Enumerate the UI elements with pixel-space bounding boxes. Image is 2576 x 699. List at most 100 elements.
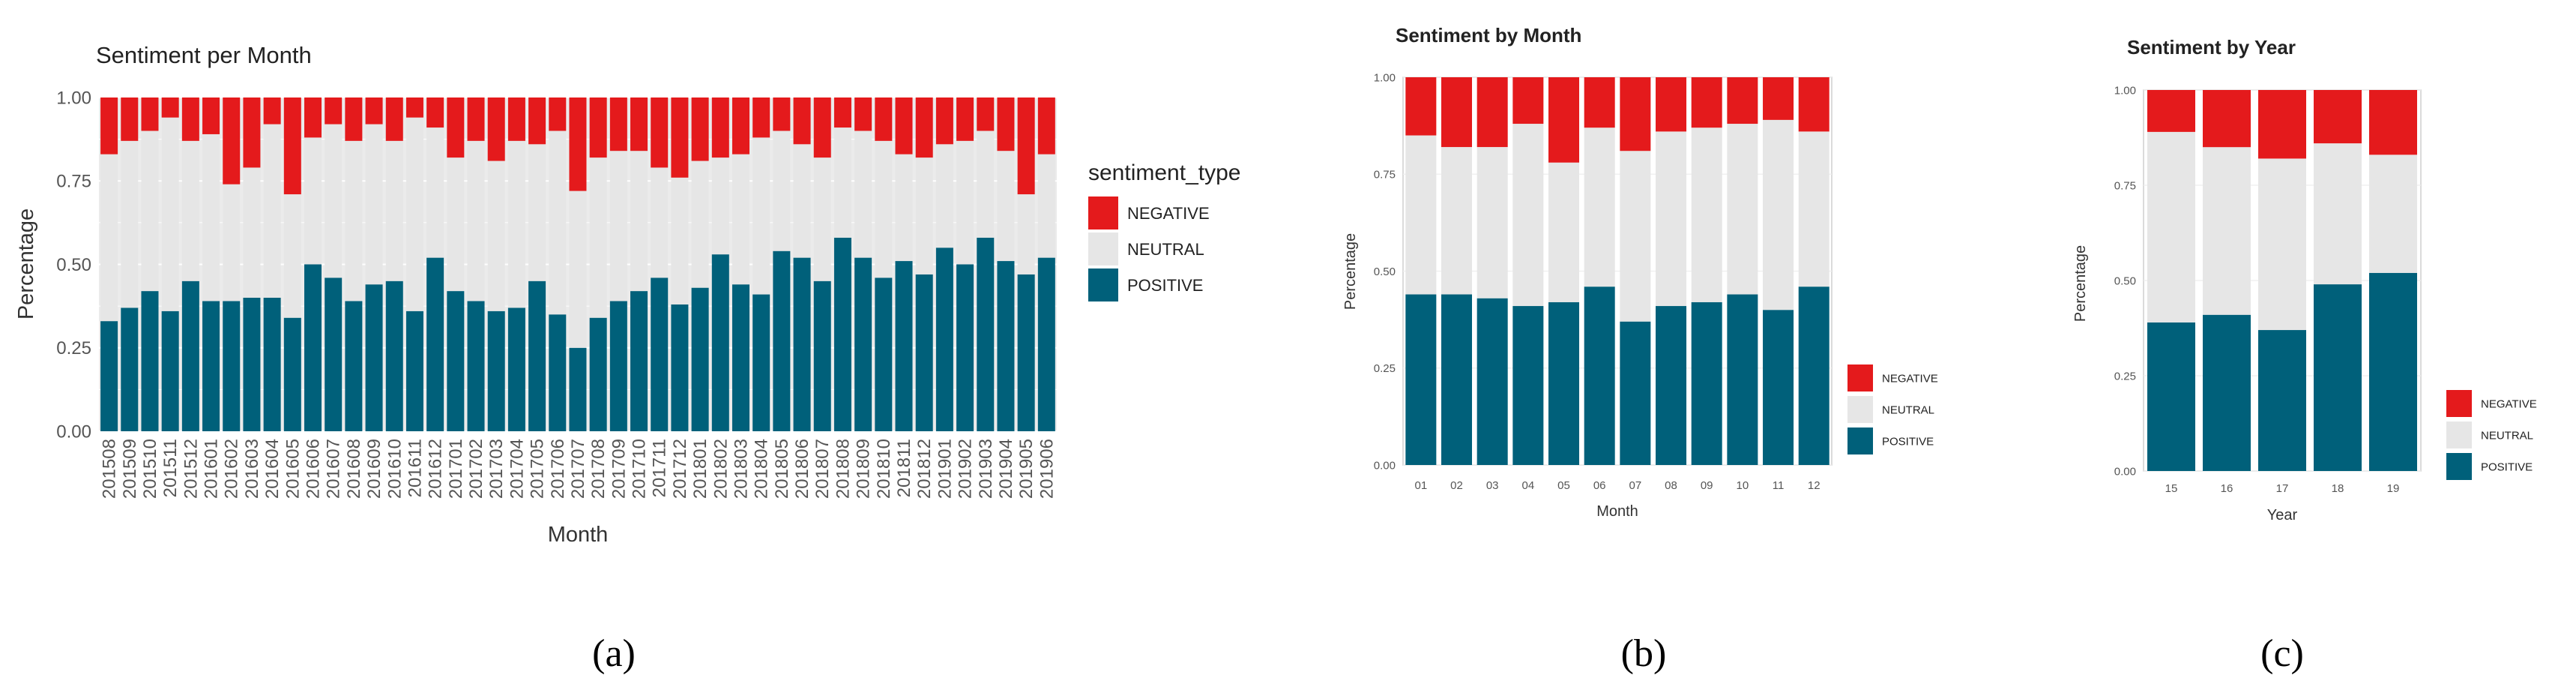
x-tick-label: 04 — [1522, 479, 1535, 492]
bar-positive-01 — [1405, 294, 1437, 465]
bar-negative-201812 — [915, 98, 933, 158]
bar-positive-201706 — [549, 314, 567, 431]
y-tick-label: 0.25 — [56, 338, 91, 358]
bar-negative-16 — [2203, 90, 2251, 148]
bar-neutral-05 — [1548, 162, 1580, 302]
bar-positive-201805 — [773, 250, 791, 431]
legend-label-positive: POSITIVE — [2481, 460, 2533, 473]
bar-neutral-201508 — [100, 154, 118, 322]
bar-positive-201803 — [732, 284, 749, 431]
bar-negative-201902 — [956, 98, 974, 141]
bar-positive-201806 — [793, 257, 811, 431]
bar-positive-201701 — [447, 291, 465, 431]
bar-positive-201708 — [589, 317, 607, 431]
y-tick-label: 1.00 — [1374, 71, 1396, 84]
x-tick-label: 07 — [1629, 479, 1642, 492]
bar-neutral-07 — [1620, 151, 1651, 322]
bar-positive-18 — [2314, 284, 2362, 471]
legend-label-positive: POSITIVE — [1882, 435, 1934, 448]
panel-label: (b) — [1621, 632, 1667, 675]
bar-neutral-201812 — [915, 158, 933, 274]
bar-negative-201904 — [997, 98, 1015, 152]
bar-negative-01 — [1405, 77, 1437, 136]
bar-negative-201511 — [161, 98, 179, 118]
bar-negative-201603 — [243, 98, 261, 168]
y-axis-label: Percentage — [14, 208, 38, 320]
bar-neutral-12 — [1798, 131, 1830, 287]
bar-positive-201611 — [405, 310, 423, 431]
bar-positive-201703 — [487, 310, 505, 431]
bar-negative-201811 — [895, 98, 913, 154]
x-tick-label: 201810 — [874, 439, 894, 499]
bar-negative-201807 — [813, 98, 831, 158]
bar-positive-201906 — [1037, 257, 1055, 431]
legend-swatch-positive — [1088, 268, 1118, 302]
x-tick-label: 201711 — [650, 439, 670, 497]
x-tick-label: 201510 — [140, 439, 160, 499]
bar-neutral-09 — [1691, 128, 1722, 302]
bar-positive-201802 — [711, 254, 729, 431]
bar-positive-201904 — [997, 261, 1015, 431]
bar-positive-201702 — [467, 301, 485, 431]
x-tick-label: 201805 — [772, 439, 792, 499]
x-tick-label: 201812 — [914, 439, 935, 499]
bar-positive-201604 — [263, 298, 281, 431]
bar-neutral-201906 — [1037, 154, 1055, 258]
x-tick-label: 201512 — [181, 439, 201, 499]
bar-negative-04 — [1512, 77, 1544, 124]
x-tick-label: 201906 — [1037, 439, 1057, 499]
x-tick-label: 201806 — [792, 439, 812, 499]
bar-neutral-201802 — [711, 158, 729, 255]
bar-positive-201707 — [569, 347, 587, 431]
bar-neutral-11 — [1763, 119, 1794, 310]
legend-label-negative: NEGATIVE — [1127, 204, 1210, 223]
bar-positive-02 — [1441, 294, 1473, 465]
bar-negative-201809 — [854, 98, 872, 131]
bar-neutral-201510 — [141, 130, 159, 292]
bar-positive-201705 — [528, 280, 546, 431]
bar-negative-201701 — [447, 98, 465, 158]
x-tick-label: 201610 — [384, 439, 405, 499]
legend: sentiment_type NEGATIVE NEUTRAL POSITIVE — [1088, 160, 1240, 302]
bar-neutral-10 — [1727, 124, 1758, 295]
bar-neutral-201706 — [549, 130, 567, 315]
bar-positive-201905 — [1017, 274, 1035, 431]
bar-neutral-201807 — [813, 158, 831, 281]
x-tick-label: 06 — [1593, 479, 1606, 492]
bar-negative-201702 — [467, 98, 485, 141]
bar-negative-201901 — [935, 98, 953, 145]
bar-negative-201706 — [549, 98, 567, 131]
bar-neutral-201811 — [895, 154, 913, 262]
bar-positive-201809 — [854, 257, 872, 431]
legend-swatch-negative — [1088, 196, 1118, 230]
legend-swatch-neutral — [1088, 232, 1118, 266]
y-tick-label: 0.75 — [56, 172, 91, 192]
x-tick-label: 201708 — [588, 439, 609, 499]
x-tick-label: 01 — [1414, 479, 1427, 492]
x-tick-label: 201705 — [528, 439, 548, 499]
x-tick-label: 05 — [1557, 479, 1570, 492]
x-tick-label: 201606 — [303, 439, 323, 499]
bar-neutral-19 — [2369, 154, 2417, 273]
bar-neutral-201712 — [671, 177, 689, 304]
bar-neutral-201901 — [935, 144, 953, 248]
bar-positive-201512 — [181, 280, 199, 431]
bar-neutral-201809 — [854, 130, 872, 258]
bar-neutral-04 — [1512, 124, 1544, 307]
bar-positive-19 — [2369, 272, 2417, 471]
legend-label-negative: NEGATIVE — [2481, 398, 2537, 410]
bar-positive-03 — [1476, 298, 1508, 465]
x-tick-label: 201802 — [711, 439, 731, 499]
bar-neutral-03 — [1476, 147, 1508, 298]
bar-neutral-201705 — [528, 144, 546, 281]
x-tick-label: 201706 — [548, 439, 568, 499]
bar-positive-16 — [2203, 314, 2251, 471]
bar-positive-201810 — [875, 278, 893, 431]
y-tick-label: 0.00 — [2114, 465, 2136, 478]
y-tick-label: 0.50 — [1374, 266, 1396, 278]
bar-negative-201903 — [977, 98, 995, 131]
chart-title: Sentiment by Month — [1396, 24, 1581, 46]
bar-neutral-201806 — [793, 144, 811, 258]
x-tick-label: 201605 — [283, 439, 303, 499]
bar-positive-08 — [1656, 306, 1687, 465]
